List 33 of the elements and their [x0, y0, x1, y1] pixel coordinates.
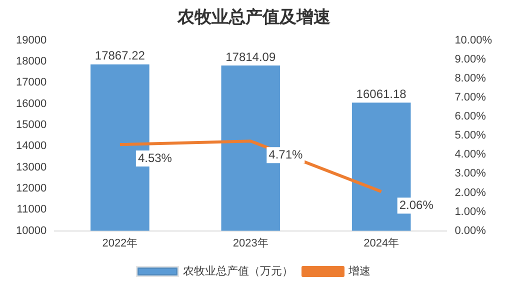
y-tick-label: 18000 [16, 56, 47, 68]
y2-tick-label: 0.00% [454, 224, 486, 237]
y2-tick-label: 8.00% [454, 72, 486, 85]
y2-tick-label: 10.00% [454, 34, 492, 46]
y-tick-label: 13000 [16, 161, 47, 174]
y2-tick-label: 7.00% [454, 92, 486, 104]
y2-tick-label: 9.00% [454, 53, 486, 66]
y2-tick-label: 6.00% [454, 110, 486, 123]
y2-tick-label: 4.00% [454, 148, 486, 161]
y-tick-label: 11000 [16, 204, 47, 216]
data-label: 4.53% [138, 150, 172, 165]
x-tick-label: 2024年 [364, 237, 400, 250]
legend-label: 农牧业总产值（万元） [183, 264, 293, 278]
y-tick-label: 10000 [16, 224, 47, 237]
x-tick-label: 2023年 [232, 237, 268, 250]
data-label: 17814.09 [226, 50, 276, 64]
legend-label: 增速 [348, 264, 370, 278]
y2-tick-label: 3.00% [454, 168, 486, 180]
chart-title: 农牧业总产值及增速 [176, 8, 330, 28]
y-tick-label: 19000 [16, 34, 47, 46]
data-label: 16061.18 [356, 86, 407, 101]
y-tick-label: 15000 [16, 119, 47, 132]
data-label: 17867.22 [94, 48, 146, 63]
y2-tick-label: 2.00% [454, 186, 486, 199]
y2-tick-label: 1.00% [454, 206, 486, 218]
data-label: 4.71% [268, 147, 303, 162]
y-tick-label: 17000 [16, 76, 47, 89]
y2-tick-label: 5.00% [454, 130, 486, 142]
data-label: 2.06% [399, 198, 434, 212]
y-tick-label: 12000 [16, 182, 47, 195]
x-tick-label: 2022年 [102, 237, 138, 250]
y-tick-label: 16000 [16, 98, 47, 110]
y-tick-label: 14000 [16, 140, 47, 152]
